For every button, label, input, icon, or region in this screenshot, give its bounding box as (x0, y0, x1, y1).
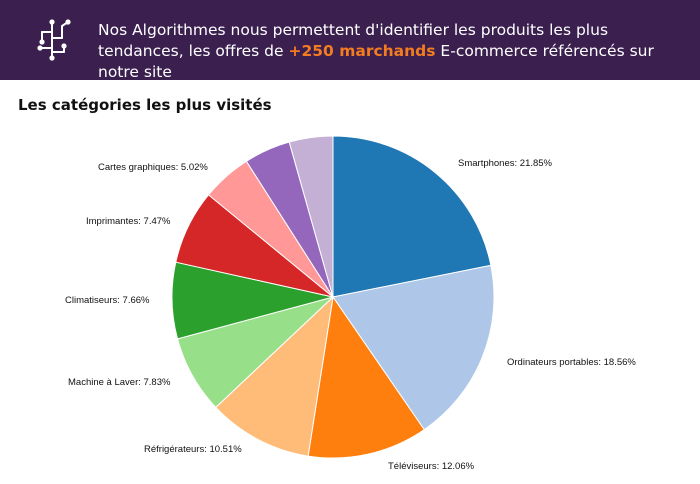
slice-label: Climatiseurs: 7.66% (65, 295, 150, 306)
pie-slice-smartphones (332, 135, 492, 298)
pie-slice-unlabeled-9 (288, 135, 334, 298)
circuit-network-icon (37, 19, 71, 61)
slice-label: Cartes graphiques: 5.02% (98, 162, 208, 173)
banner-text-before: Nos Algorithmes nous permettent d'identi… (98, 21, 609, 60)
slice-label: Ordinateurs portables: 18.56% (507, 357, 636, 368)
slice-label: Téléviseurs: 12.06% (388, 461, 475, 472)
banner-message: Nos Algorithmes nous permettent d'identi… (98, 20, 678, 83)
slice-label: Réfrigérateurs: 10.51% (144, 444, 242, 455)
banner-highlight: +250 marchands (288, 42, 436, 60)
banner-text-after: E-commerce référencés sur notre site (98, 42, 654, 81)
slice-label: Smartphones: 21.85% (458, 158, 553, 169)
pie-slice-ordinateurs-portables (332, 264, 495, 431)
section-title: Les catégories les plus visités (18, 96, 272, 114)
pie-slice-r-frig-rateurs (215, 295, 334, 457)
top-banner: Nos Algorithmes nous permettent d'identi… (0, 0, 700, 83)
slice-label: Imprimantes: 7.47% (86, 216, 171, 227)
pie-slice-t-l-viseurs (307, 295, 425, 459)
slice-label: Machine à Laver: 7.83% (68, 377, 171, 388)
